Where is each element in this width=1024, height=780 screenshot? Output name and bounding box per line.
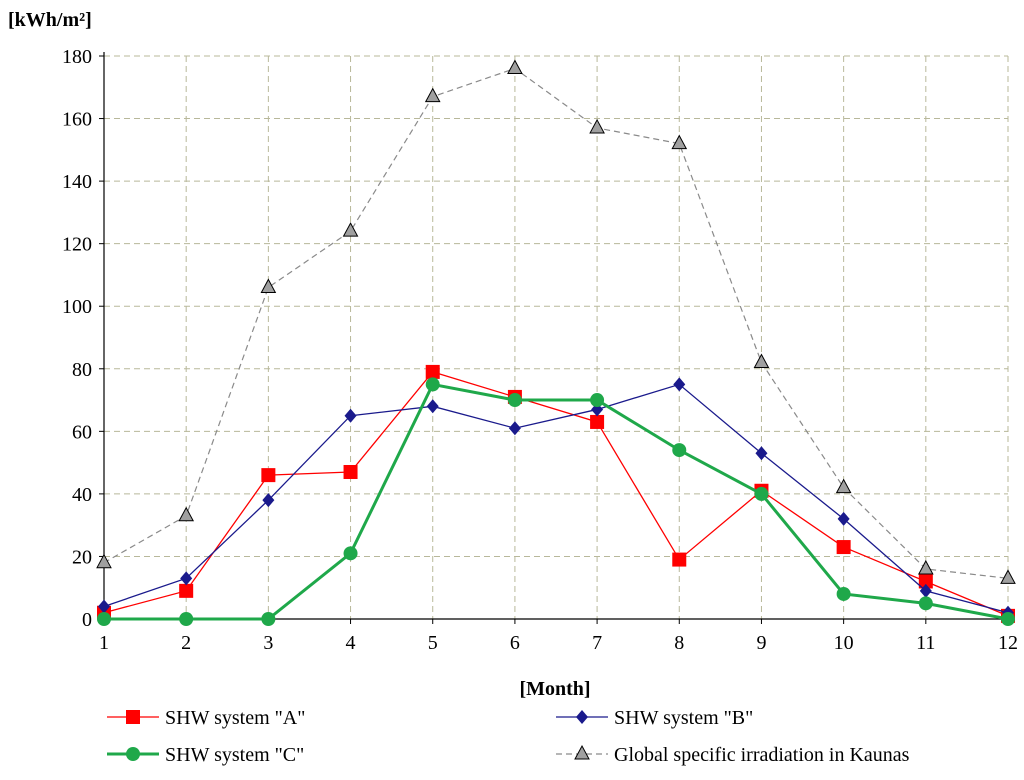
series-4 bbox=[96, 59, 1016, 584]
data-point bbox=[424, 87, 441, 103]
series-line bbox=[103, 383, 1009, 614]
data-point bbox=[1000, 569, 1016, 584]
data-point bbox=[180, 571, 193, 586]
x-tick-label: 7 bbox=[592, 632, 602, 654]
data-point bbox=[507, 393, 522, 408]
legend-label: SHW system "B" bbox=[614, 707, 753, 729]
data-point bbox=[97, 612, 111, 626]
data-point bbox=[425, 377, 440, 392]
data-point bbox=[918, 596, 933, 611]
legend-item: SHW system "B" bbox=[556, 707, 753, 729]
data-point bbox=[918, 574, 933, 589]
data-point bbox=[178, 506, 195, 522]
y-tick-label: 60 bbox=[72, 421, 92, 443]
data-point bbox=[508, 421, 521, 436]
y-tick-label: 160 bbox=[62, 109, 92, 131]
data-point bbox=[507, 59, 523, 75]
y-tick-label: 120 bbox=[62, 234, 92, 256]
data-point bbox=[1001, 612, 1015, 626]
legend-label: Global specific irradiation in Kaunas bbox=[614, 744, 910, 766]
data-point bbox=[343, 464, 358, 479]
x-tick-label: 3 bbox=[263, 632, 273, 654]
data-point bbox=[179, 612, 194, 626]
legend-item: Global specific irradiation in Kaunas bbox=[556, 744, 910, 766]
data-point bbox=[590, 393, 605, 408]
data-point bbox=[98, 599, 110, 614]
data-point bbox=[261, 612, 276, 626]
legend-swatch-marker bbox=[126, 710, 140, 724]
x-tick-label: 12 bbox=[998, 632, 1018, 654]
data-point bbox=[425, 364, 440, 379]
data-point bbox=[673, 377, 686, 392]
legend-label: SHW system "C" bbox=[165, 744, 304, 766]
legend-swatch-marker bbox=[576, 710, 588, 724]
data-point bbox=[344, 408, 357, 423]
data-point bbox=[261, 468, 276, 483]
legend: SHW system "A" SHW system "B" SHW system "… bbox=[107, 707, 910, 766]
data-point bbox=[262, 493, 275, 508]
x-axis-label: [Month] bbox=[519, 678, 590, 700]
data-point bbox=[343, 546, 358, 561]
data-point bbox=[837, 511, 850, 526]
data-point bbox=[835, 478, 852, 494]
series-3 bbox=[97, 377, 1015, 626]
data-point bbox=[589, 118, 605, 134]
x-tick-label: 9 bbox=[756, 632, 766, 654]
y-tick-label: 180 bbox=[62, 46, 92, 68]
data-point bbox=[672, 552, 687, 567]
series-2 bbox=[98, 377, 1014, 620]
x-tick-label: 2 bbox=[181, 632, 191, 654]
y-tick-label: 0 bbox=[82, 609, 92, 631]
data-point bbox=[917, 559, 934, 575]
data-point bbox=[754, 486, 769, 501]
data-point bbox=[260, 278, 277, 293]
y-tick-label: 100 bbox=[62, 296, 92, 318]
x-tick-label: 1 bbox=[99, 632, 109, 654]
x-tick-label: 10 bbox=[834, 632, 854, 654]
data-point bbox=[919, 583, 932, 598]
data-point bbox=[672, 443, 687, 458]
legend-item: SHW system "A" bbox=[107, 707, 305, 729]
data-point bbox=[671, 134, 688, 150]
y-tick-label: 140 bbox=[62, 171, 92, 193]
series-line bbox=[103, 67, 1009, 579]
x-tick-label: 11 bbox=[916, 632, 935, 654]
data-point bbox=[96, 553, 112, 569]
x-tick-label: 8 bbox=[674, 632, 684, 654]
data-point bbox=[753, 353, 770, 369]
y-tick-label: 80 bbox=[72, 359, 92, 381]
y-axis-label: [kWh/m²] bbox=[8, 9, 92, 31]
data-point bbox=[590, 414, 605, 429]
data-point bbox=[342, 222, 359, 237]
grid bbox=[104, 55, 1009, 619]
y-tick-label: 40 bbox=[72, 484, 92, 506]
data-point bbox=[179, 583, 194, 598]
legend-swatch-marker bbox=[126, 747, 140, 761]
series-layer bbox=[96, 59, 1016, 626]
legend-label: SHW system "A" bbox=[165, 707, 305, 729]
x-tick-label: 6 bbox=[510, 632, 520, 654]
legend-swatch-marker bbox=[574, 744, 590, 760]
data-point bbox=[755, 446, 768, 461]
y-tick-label: 20 bbox=[72, 546, 92, 568]
data-point bbox=[836, 540, 851, 555]
legend-item: SHW system "C" bbox=[107, 744, 304, 766]
x-tick-label: 5 bbox=[428, 632, 438, 654]
data-point bbox=[836, 586, 851, 601]
series-line bbox=[103, 371, 1009, 617]
x-tick-label: 4 bbox=[346, 632, 356, 654]
series-line bbox=[104, 382, 1009, 621]
data-point bbox=[426, 399, 439, 414]
